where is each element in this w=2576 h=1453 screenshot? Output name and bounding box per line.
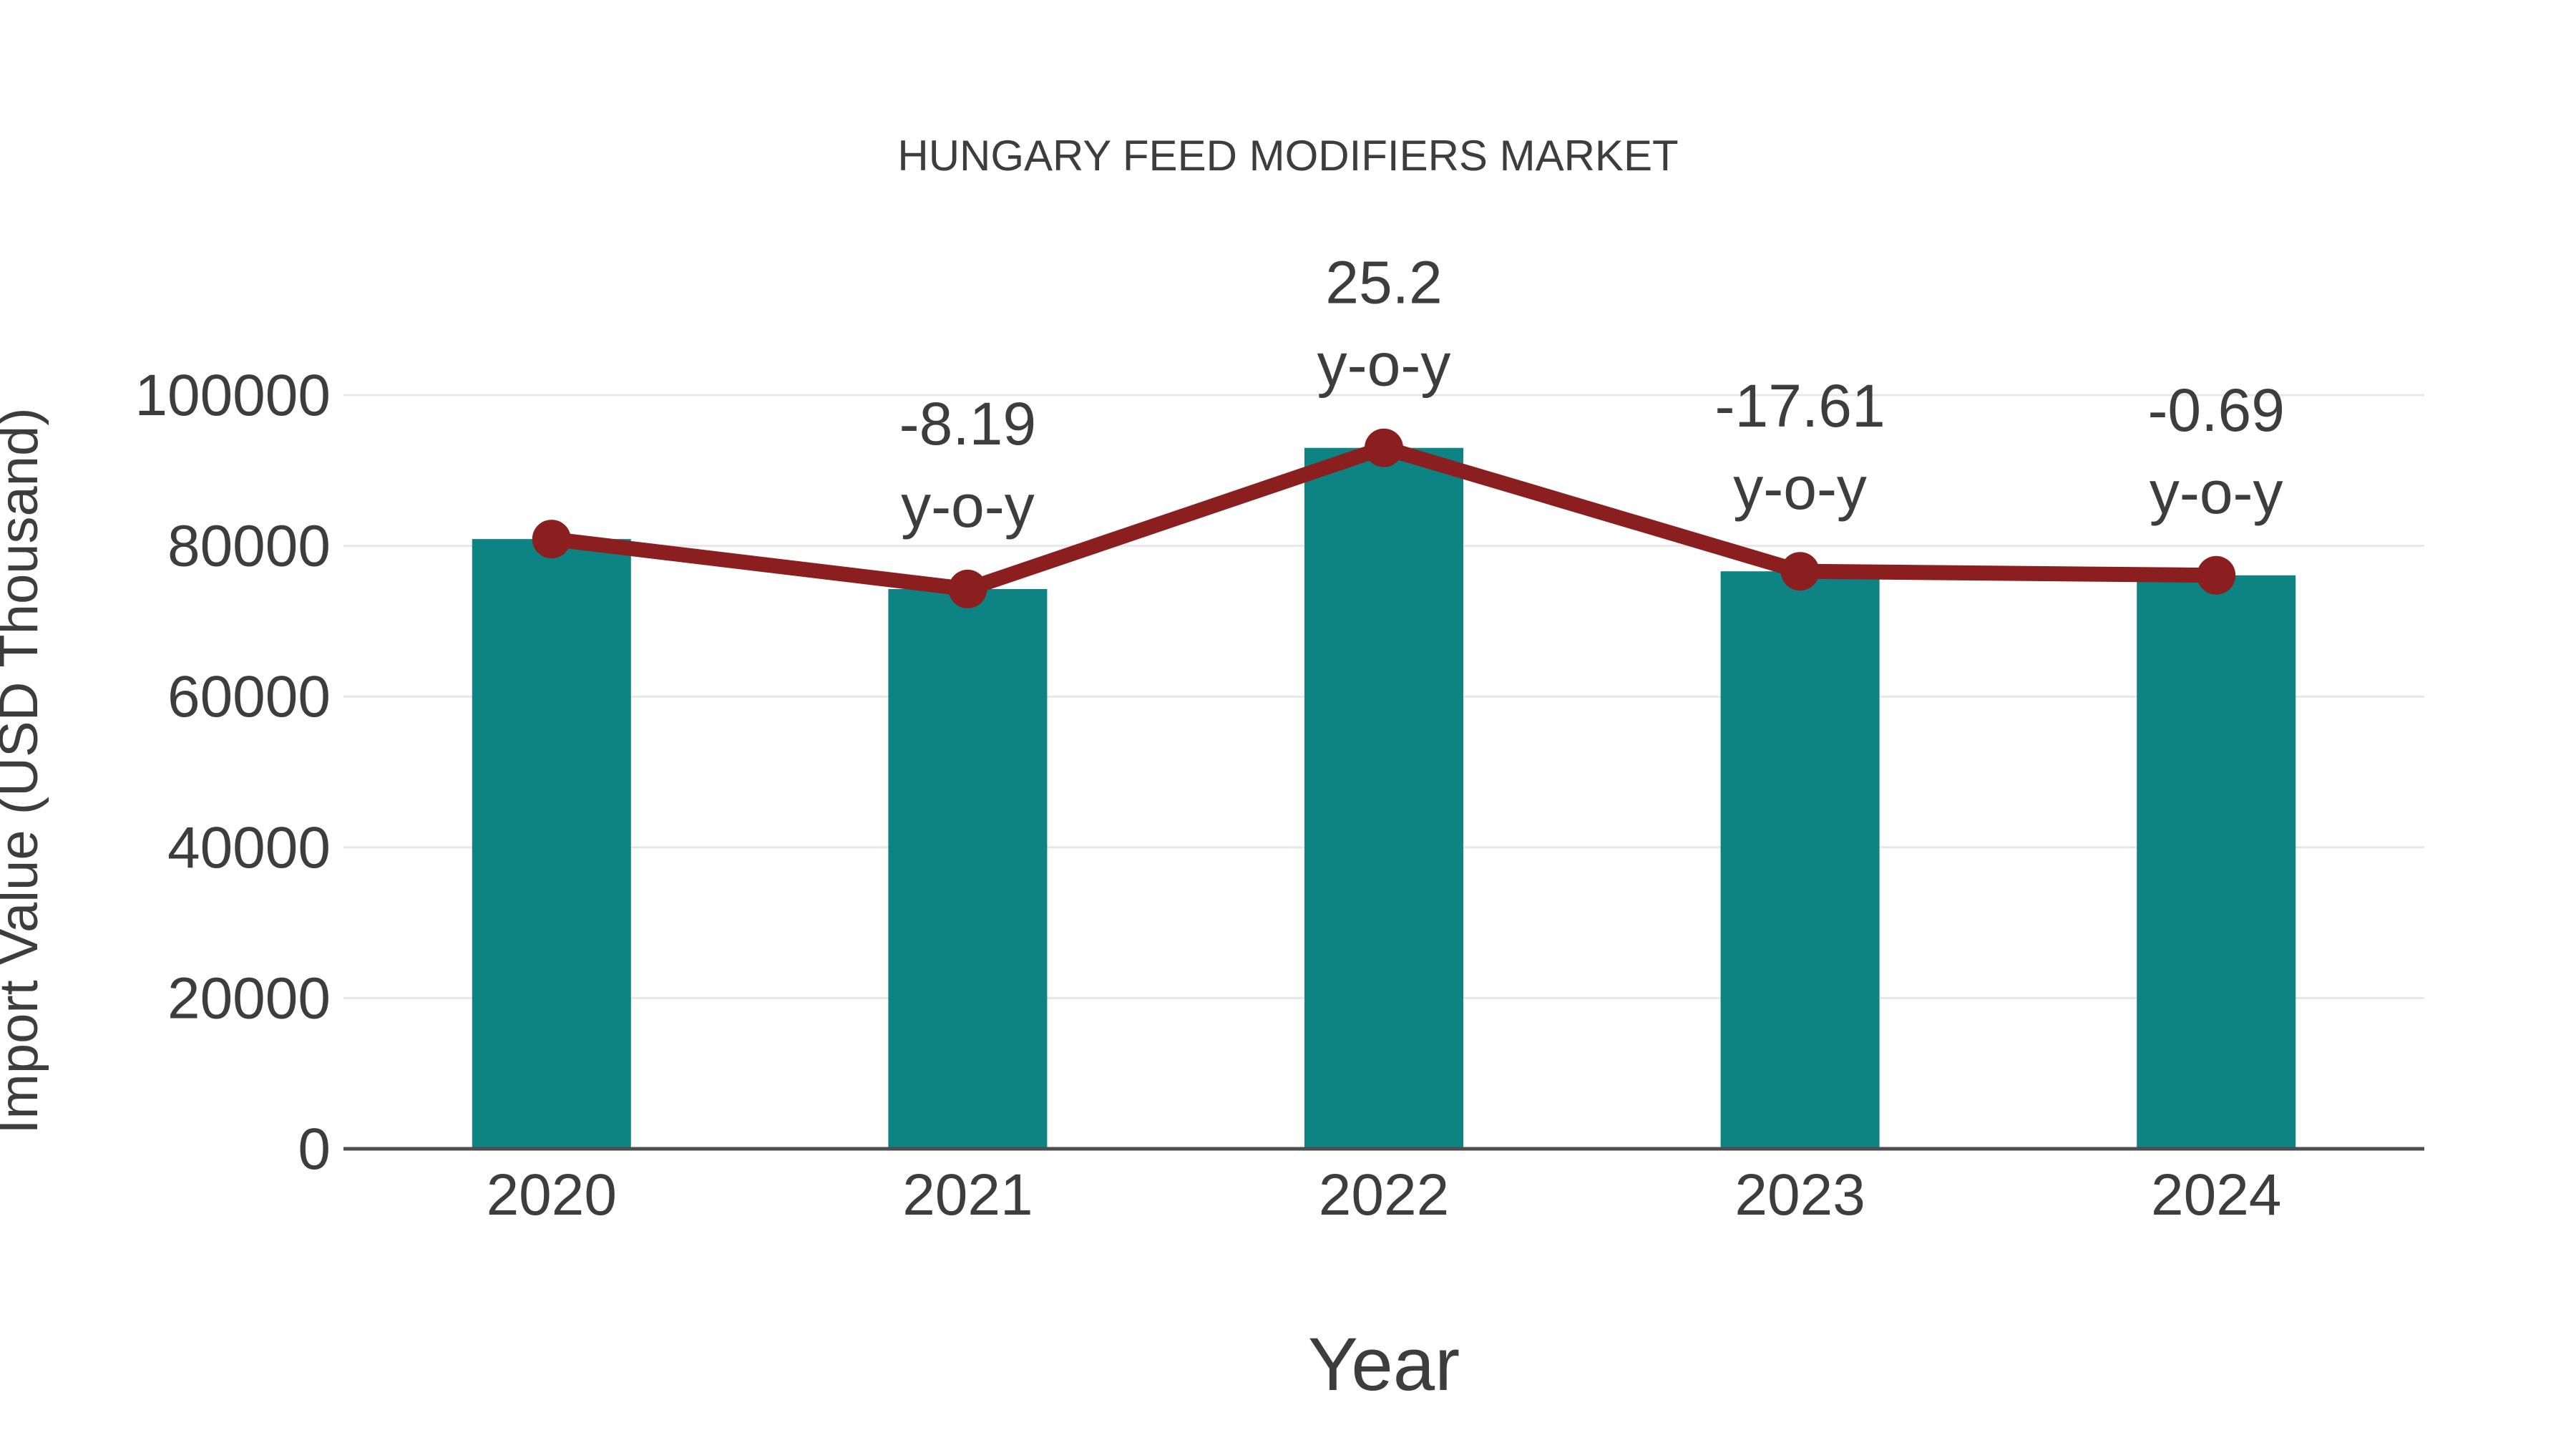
annotation-value: -0.69 bbox=[2147, 376, 2284, 444]
y-tick-label: 0 bbox=[298, 1117, 331, 1182]
bar bbox=[2137, 575, 2296, 1150]
bar bbox=[1720, 571, 1880, 1150]
trend-line-marker bbox=[2197, 555, 2236, 595]
y-tick-label: 20000 bbox=[167, 966, 331, 1031]
trend-line-marker bbox=[532, 520, 571, 559]
y-tick-label: 60000 bbox=[167, 664, 331, 729]
annotation-value: -17.61 bbox=[1715, 372, 1885, 439]
bar bbox=[888, 588, 1048, 1150]
bar bbox=[472, 539, 631, 1150]
x-axis-title: Year bbox=[1308, 1323, 1460, 1406]
bar bbox=[1304, 447, 1463, 1150]
x-tick-label: 2020 bbox=[487, 1162, 617, 1228]
y-tick-label: 100000 bbox=[135, 363, 331, 428]
annotation-value: -8.19 bbox=[899, 390, 1036, 457]
y-tick-label: 80000 bbox=[167, 514, 331, 579]
trend-line-marker bbox=[1365, 428, 1403, 467]
trend-line-marker bbox=[948, 569, 987, 608]
x-tick-label: 2022 bbox=[1319, 1162, 1449, 1228]
trend-line-marker bbox=[1780, 552, 1820, 591]
annotation-value: 25.2 bbox=[1325, 249, 1443, 316]
chart-title: HUNGARY FEED MODIFIERS MARKET bbox=[897, 132, 1678, 180]
x-tick-label: 2021 bbox=[902, 1162, 1033, 1228]
bars-layer bbox=[472, 447, 2296, 1150]
annotation-suffix: y-o-y bbox=[2150, 459, 2283, 526]
x-tick-labels-layer: 2020 2021 2022 2023 2024 bbox=[487, 1162, 2282, 1228]
x-tick-label: 2024 bbox=[2151, 1162, 2281, 1228]
y-tick-labels-layer: 0 20000 40000 60000 80000 100000 bbox=[135, 363, 331, 1182]
y-axis-title: Import Value (USD Thousand) bbox=[0, 407, 49, 1134]
annotations-layer: -8.19 y-o-y 25.2 y-o-y -17.61 y-o-y -0.69 y-o-y bbox=[899, 249, 2285, 540]
trend-line-layer bbox=[532, 428, 2236, 608]
x-tick-label: 2023 bbox=[1735, 1162, 1865, 1228]
annotation-suffix: y-o-y bbox=[1317, 331, 1451, 399]
annotation-suffix: y-o-y bbox=[1733, 455, 1867, 522]
annotation-suffix: y-o-y bbox=[901, 472, 1035, 540]
y-tick-label: 40000 bbox=[167, 815, 331, 880]
